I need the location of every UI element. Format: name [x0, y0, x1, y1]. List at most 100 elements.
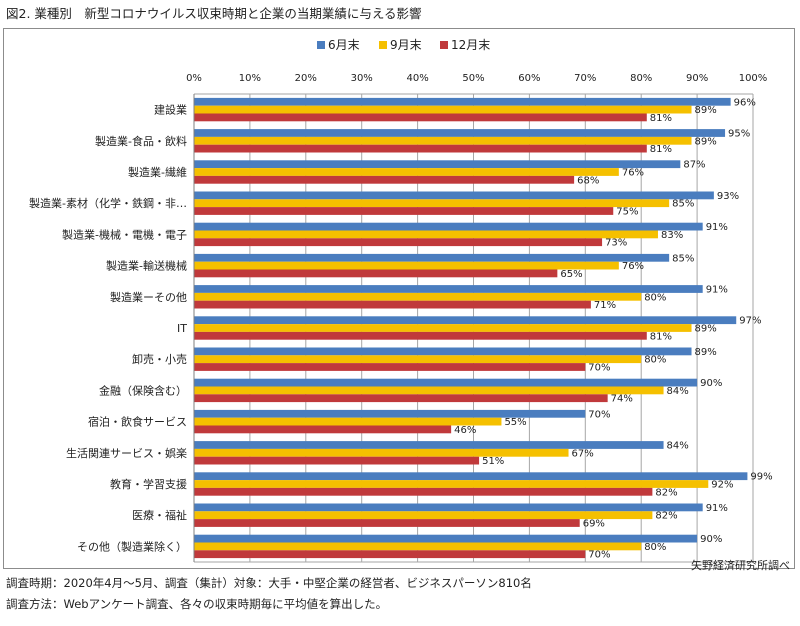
- data-label-5-2: 65%: [560, 269, 582, 280]
- data-label-10-0: 70%: [588, 409, 610, 420]
- source-label: 矢野経済研究所調べ: [691, 559, 790, 572]
- data-label-13-1: 82%: [655, 511, 677, 522]
- category-label-5: 製造業-輸送機械: [106, 259, 187, 273]
- category-label-9: 金融（保険含む）: [99, 383, 187, 397]
- category-label-4: 製造業-機械・電機・電子: [62, 227, 187, 241]
- survey-period-note: 調査時期：2020年4月～5月、調査（集計）対象：大手・中堅企業の経営者、ビジネ…: [6, 576, 532, 590]
- bar-7-0: [194, 316, 737, 325]
- bar-5-1: [194, 261, 619, 270]
- bar-10-2: [194, 425, 452, 434]
- bar-13-0: [194, 503, 703, 512]
- chart-frame: 6月末 9月末 12月末 0% 10% 20% 30% 40% 50% 60% 70% 80% 90% 1…: [3, 28, 795, 569]
- category-label-1: 製造業-食品・飲料: [95, 134, 187, 148]
- data-label-14-1: 80%: [644, 542, 666, 553]
- bar-5-2: [194, 269, 558, 278]
- bar-11-0: [194, 441, 664, 449]
- data-label-3-1: 85%: [672, 199, 694, 210]
- category-label-0: 建設業: [154, 103, 187, 117]
- bar-9-1: [194, 386, 664, 395]
- category-label-14: その他（製造業除く）: [77, 539, 187, 553]
- data-label-6-1: 80%: [644, 292, 666, 303]
- bar-8-0: [194, 347, 692, 356]
- bar-12-2: [194, 487, 653, 496]
- bar-12-1: [194, 480, 709, 488]
- bar-2-0: [194, 160, 681, 169]
- legend-swatch-1: [379, 41, 387, 49]
- bar-3-0: [194, 191, 714, 200]
- data-label-11-1: 67%: [572, 448, 594, 459]
- data-label-12-0: 99%: [750, 472, 772, 483]
- data-label-3-2: 75%: [616, 207, 638, 218]
- bar-1-2: [194, 144, 647, 153]
- figure-title: 図2. 業種別 新型コロナウイルス収束時期と企業の当期業績に与える影響: [6, 6, 422, 21]
- bar-0-1: [194, 105, 692, 114]
- bar-1-0: [194, 129, 726, 137]
- bar-8-2: [194, 363, 586, 371]
- tick-label-9: 90%: [686, 73, 708, 84]
- category-label-7: IT: [177, 322, 187, 335]
- data-label-11-0: 84%: [667, 441, 689, 452]
- bar-14-1: [194, 542, 642, 551]
- bar-2-1: [194, 168, 619, 176]
- data-label-8-0: 89%: [695, 347, 717, 358]
- data-label-0-2: 81%: [650, 113, 672, 124]
- data-label-1-1: 89%: [695, 136, 717, 147]
- tick-label-1: 10%: [239, 73, 261, 84]
- bar-14-2: [194, 550, 586, 559]
- data-label-0-0: 96%: [734, 97, 756, 108]
- data-label-12-1: 92%: [711, 480, 733, 491]
- bar-7-1: [194, 324, 692, 332]
- category-label-10: 宿泊・飲食サービス: [88, 415, 187, 429]
- tick-label-10: 100%: [739, 73, 768, 84]
- category-label-3: 製造業-素材（化学・鉄鋼・非…: [29, 196, 187, 210]
- legend-label-1: 9月末: [390, 38, 422, 52]
- data-label-2-0: 87%: [683, 160, 705, 171]
- bar-chart: 6月末 9月末 12月末 0% 10% 20% 30% 40% 50% 60% 70% 80% 90% 1…: [29, 38, 773, 563]
- bar-13-2: [194, 519, 580, 527]
- bar-12-0: [194, 472, 748, 481]
- data-label-2-2: 68%: [577, 175, 599, 186]
- data-label-10-1: 55%: [504, 417, 526, 428]
- bar-14-0: [194, 534, 698, 543]
- bar-7-2: [194, 331, 647, 340]
- bar-6-1: [194, 292, 642, 301]
- data-label-8-2: 70%: [588, 363, 610, 374]
- data-label-8-1: 80%: [644, 355, 666, 366]
- bar-13-1: [194, 511, 653, 520]
- data-label-2-1: 76%: [622, 168, 644, 179]
- bar-4-0: [194, 222, 703, 231]
- data-label-4-2: 73%: [605, 238, 627, 249]
- data-label-14-2: 70%: [588, 550, 610, 561]
- data-label-7-1: 89%: [695, 324, 717, 335]
- data-label-5-1: 76%: [622, 261, 644, 272]
- legend-label-2: 12月末: [451, 38, 490, 52]
- data-label-3-0: 93%: [717, 191, 739, 202]
- survey-method-note: 調査方法：Webアンケート調査、各々の収束時期毎に平均値を算出した。: [6, 597, 388, 611]
- bar-6-2: [194, 300, 591, 309]
- data-label-9-1: 84%: [667, 386, 689, 397]
- bar-11-1: [194, 448, 569, 457]
- data-label-12-2: 82%: [655, 487, 677, 498]
- category-label-12: 教育・学習支援: [110, 477, 187, 491]
- legend-swatch-0: [317, 41, 325, 49]
- tick-label-3: 30%: [351, 73, 373, 84]
- category-label-11: 生活関連サービス・娯楽: [66, 446, 187, 460]
- bar-9-2: [194, 394, 608, 403]
- category-label-6: 製造業ーその他: [110, 290, 187, 304]
- data-label-1-0: 95%: [728, 129, 750, 140]
- data-label-6-2: 71%: [594, 300, 616, 311]
- tick-label-4: 40%: [406, 73, 428, 84]
- bar-10-1: [194, 417, 502, 426]
- bar-9-0: [194, 378, 698, 387]
- category-label-2: 製造業-繊維: [128, 165, 187, 179]
- bar-5-0: [194, 253, 670, 262]
- bar-10-0: [194, 409, 586, 418]
- data-label-10-2: 46%: [454, 425, 476, 436]
- bar-6-0: [194, 285, 703, 293]
- data-label-14-0: 90%: [700, 534, 722, 545]
- data-label-6-0: 91%: [706, 285, 728, 296]
- bar-0-2: [194, 113, 647, 122]
- data-label-0-1: 89%: [695, 105, 717, 116]
- data-label-9-2: 74%: [611, 394, 633, 405]
- data-label-7-2: 81%: [650, 331, 672, 342]
